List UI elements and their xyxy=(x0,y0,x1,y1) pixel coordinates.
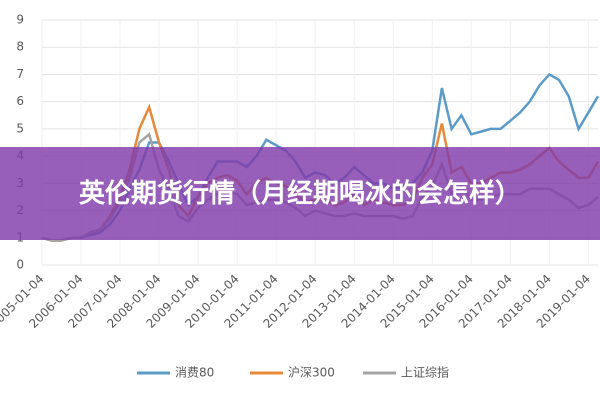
y-tick-label: 7 xyxy=(16,67,24,81)
legend-label: 消费80 xyxy=(175,366,214,380)
legend-label: 沪深300 xyxy=(288,366,335,380)
y-tick-label: 8 xyxy=(16,40,24,54)
y-tick-label: 9 xyxy=(16,13,24,27)
banner: 英伦期货行情（月经期喝冰的会怎样） xyxy=(0,147,600,240)
y-tick-label: 0 xyxy=(16,258,24,272)
y-tick-label: 6 xyxy=(16,94,24,108)
y-tick-label: 5 xyxy=(16,121,24,135)
overlay-title: 英伦期货行情（月经期喝冰的会怎样） xyxy=(78,178,521,209)
legend-label: 上证综指 xyxy=(401,365,449,380)
